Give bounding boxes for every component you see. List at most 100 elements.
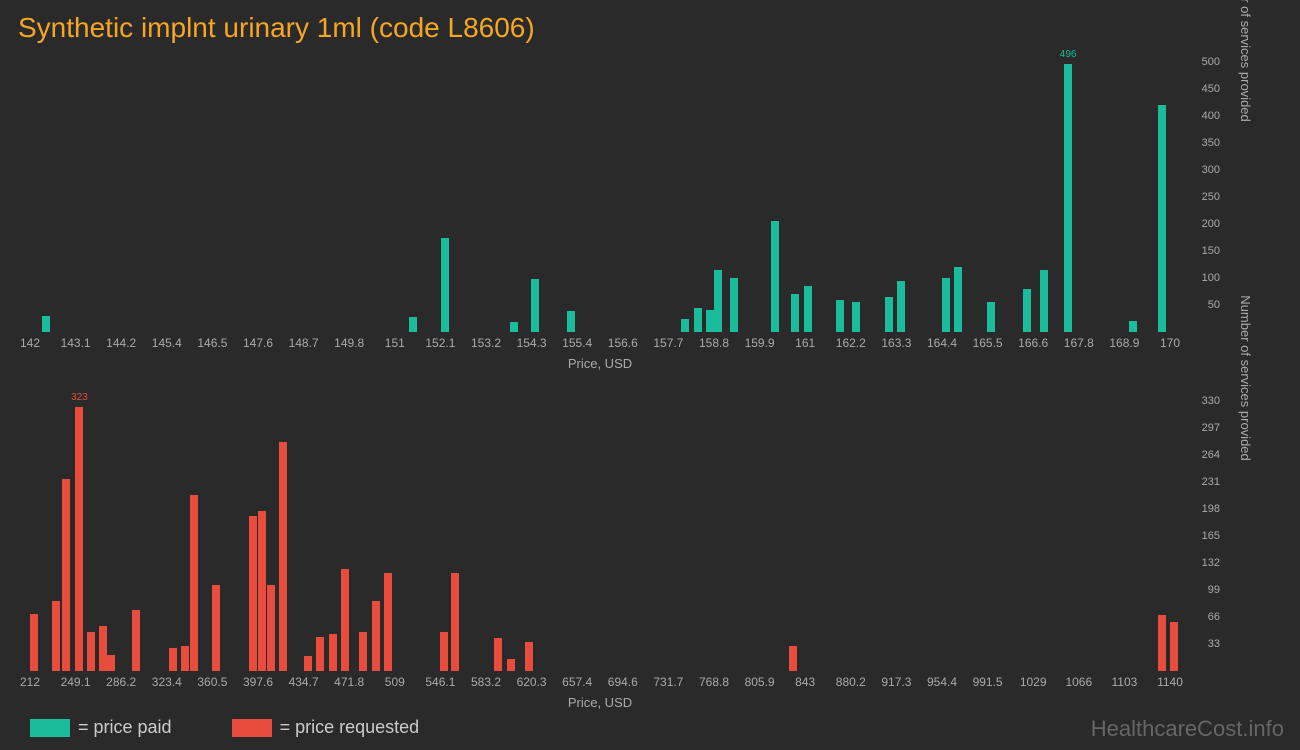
- x-tick: 151: [385, 336, 405, 350]
- y-tick: 50: [1208, 299, 1220, 311]
- bar: [62, 479, 70, 671]
- bar: [212, 585, 220, 671]
- bar: [706, 310, 714, 332]
- y-tick: 500: [1202, 56, 1220, 68]
- x-tick: 162.2: [836, 336, 866, 350]
- y-tick: 198: [1202, 503, 1220, 515]
- bars-requested: 323: [30, 401, 1170, 671]
- bar: [304, 656, 312, 671]
- x-axis-2: 212249.1286.2323.4360.5397.6434.7471.850…: [30, 671, 1170, 691]
- bar: [132, 610, 140, 671]
- x-tick: 397.6: [243, 675, 273, 689]
- bar: [441, 238, 449, 333]
- x-tick: 583.2: [471, 675, 501, 689]
- bar: [190, 495, 198, 671]
- y-tick: 150: [1202, 245, 1220, 257]
- bar: [279, 442, 287, 671]
- x-tick: 620.3: [517, 675, 547, 689]
- bar: [359, 632, 367, 671]
- y-tick: 264: [1202, 449, 1220, 461]
- x-tick: 249.1: [61, 675, 91, 689]
- x-axis-label-1: Price, USD: [30, 356, 1170, 371]
- x-tick: 163.3: [881, 336, 911, 350]
- x-tick: 146.5: [197, 336, 227, 350]
- y-tick: 250: [1202, 191, 1220, 203]
- y-tick: 100: [1202, 272, 1220, 284]
- x-tick: 546.1: [425, 675, 455, 689]
- bar: [681, 319, 689, 333]
- x-tick: 360.5: [197, 675, 227, 689]
- legend: = price paid = price requested: [30, 717, 419, 738]
- bar: [1158, 105, 1166, 332]
- bar: [897, 281, 905, 332]
- page-title: Synthetic implnt urinary 1ml (code L8606…: [0, 0, 1300, 44]
- bar: [75, 407, 83, 671]
- bar: [954, 267, 962, 332]
- legend-item-paid: = price paid: [30, 717, 172, 738]
- bar: [567, 311, 575, 332]
- bar: [258, 511, 266, 671]
- bar: [1064, 64, 1072, 332]
- bar: [384, 573, 392, 671]
- x-tick: 168.9: [1109, 336, 1139, 350]
- bar: [836, 300, 844, 332]
- bar: [409, 317, 417, 332]
- bar: [99, 626, 107, 671]
- bar: [1158, 615, 1166, 671]
- y-axis-1: 50100150200250300350400450500: [1180, 62, 1220, 332]
- bar-value-label: 496: [1060, 49, 1077, 60]
- x-tick: 323.4: [152, 675, 182, 689]
- bar: [181, 646, 189, 671]
- x-tick: 212: [20, 675, 40, 689]
- bar: [789, 646, 797, 671]
- x-tick: 434.7: [289, 675, 319, 689]
- bar: [804, 286, 812, 332]
- y-tick: 450: [1202, 83, 1220, 95]
- bar: [267, 585, 275, 671]
- x-tick: 144.2: [106, 336, 136, 350]
- bar: [885, 297, 893, 332]
- x-tick: 805.9: [745, 675, 775, 689]
- y-tick: 300: [1202, 164, 1220, 176]
- x-axis-label-2: Price, USD: [30, 695, 1170, 710]
- bar: [107, 655, 115, 671]
- y-tick: 200: [1202, 218, 1220, 230]
- chart-requested: 336699132165198231264297330 Number of se…: [30, 401, 1220, 710]
- bar: [525, 642, 533, 671]
- bar: [1170, 622, 1178, 671]
- bar: [694, 308, 702, 332]
- x-tick: 471.8: [334, 675, 364, 689]
- x-tick: 1140: [1157, 675, 1183, 689]
- x-tick: 768.8: [699, 675, 729, 689]
- x-axis-1: 142143.1144.2145.4146.5147.6148.7149.815…: [30, 332, 1170, 352]
- x-tick: 161: [795, 336, 815, 350]
- bar: [714, 270, 722, 332]
- x-tick: 166.6: [1018, 336, 1048, 350]
- bar: [341, 569, 349, 671]
- x-tick: 143.1: [61, 336, 91, 350]
- y-tick: 231: [1202, 476, 1220, 488]
- bar: [1023, 289, 1031, 332]
- y-axis-label-2: Number of services provided: [1238, 295, 1253, 460]
- x-tick: 657.4: [562, 675, 592, 689]
- x-tick: 142: [20, 336, 40, 350]
- x-tick: 1066: [1065, 675, 1092, 689]
- x-tick: 155.4: [562, 336, 592, 350]
- bar: [507, 659, 515, 671]
- bar: [316, 637, 324, 671]
- x-tick: 991.5: [973, 675, 1003, 689]
- x-tick: 1103: [1111, 675, 1137, 689]
- x-tick: 731.7: [653, 675, 683, 689]
- bar: [440, 632, 448, 671]
- legend-item-requested: = price requested: [232, 717, 420, 738]
- x-tick: 147.6: [243, 336, 273, 350]
- y-axis-2: 336699132165198231264297330: [1180, 401, 1220, 671]
- y-tick: 330: [1202, 395, 1220, 407]
- x-tick: 158.8: [699, 336, 729, 350]
- bar: [771, 221, 779, 332]
- x-tick: 1029: [1020, 675, 1047, 689]
- bar: [30, 614, 38, 671]
- bar: [1040, 270, 1048, 332]
- bar: [791, 294, 799, 332]
- x-tick: 145.4: [152, 336, 182, 350]
